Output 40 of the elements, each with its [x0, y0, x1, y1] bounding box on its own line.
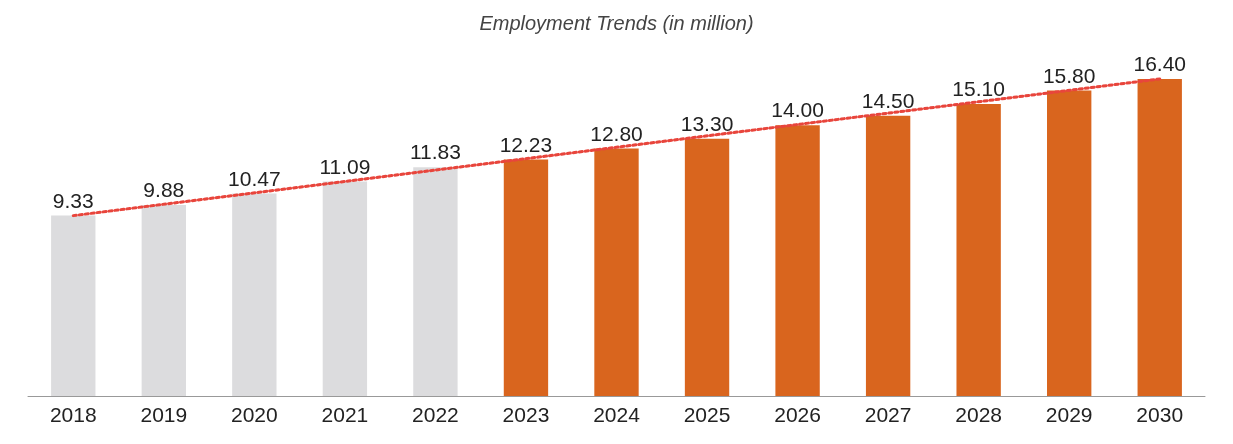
- data-label: 14.00: [771, 98, 824, 122]
- bar: [1047, 90, 1092, 396]
- bar: [775, 125, 820, 396]
- x-tick-label: 2027: [864, 403, 912, 426]
- data-label: 14.50: [861, 88, 915, 112]
- bar: [413, 167, 458, 396]
- bar: [684, 138, 730, 396]
- x-tick-label: 2018: [49, 403, 97, 426]
- data-label: 15.80: [1042, 63, 1096, 87]
- bar: [865, 115, 911, 396]
- x-tick-label: 2021: [321, 403, 369, 426]
- data-label: 9.88: [143, 177, 185, 201]
- x-tick-label: 2029: [1045, 403, 1093, 426]
- data-label: 15.10: [952, 77, 1005, 101]
- data-label: 16.40: [1133, 51, 1187, 75]
- data-label: 10.47: [228, 166, 281, 190]
- bar: [51, 215, 96, 396]
- x-tick-label: 2022: [412, 403, 459, 426]
- bar: [141, 204, 186, 396]
- data-label: 12.80: [590, 121, 643, 145]
- data-label: 9.33: [52, 188, 94, 212]
- bar: [956, 104, 1001, 396]
- x-tick-label: 2028: [955, 403, 1003, 426]
- x-tick-label: 2025: [683, 403, 731, 426]
- x-tick-label: 2020: [230, 403, 278, 426]
- x-tick-label: 2023: [502, 403, 550, 426]
- bar: [232, 193, 277, 396]
- chart-title: Employment Trends (in million): [479, 12, 754, 34]
- data-label: 12.23: [499, 132, 553, 156]
- x-tick-label: 2026: [774, 403, 821, 426]
- bar: [503, 159, 549, 396]
- data-label: 11.83: [409, 140, 461, 164]
- x-tick-label: 2030: [1136, 403, 1184, 426]
- bar: [594, 148, 639, 396]
- bar: [1137, 78, 1182, 396]
- x-tick-label: 2019: [140, 403, 188, 426]
- data-label: 11.09: [319, 154, 371, 178]
- data-label: 13.30: [680, 111, 734, 135]
- bar: [322, 181, 368, 396]
- x-tick-label: 2024: [593, 403, 641, 426]
